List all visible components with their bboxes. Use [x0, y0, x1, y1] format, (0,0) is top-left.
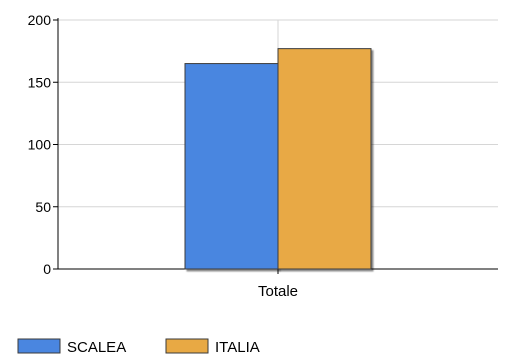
y-tick-label: 150 [28, 74, 52, 90]
legend-swatch-italia [165, 338, 209, 354]
y-tick-label: 100 [28, 137, 52, 153]
y-tick-label: 50 [35, 199, 51, 215]
label-layer: 0 50 100 150 200 Totale [28, 12, 298, 300]
bar-scalea [184, 63, 279, 270]
legend-swatch-scalea [17, 338, 61, 354]
bar-italia [277, 48, 372, 270]
x-tick-label: Totale [258, 283, 298, 300]
legend: SCALEA ITALIA [17, 338, 260, 356]
bar-layer [184, 48, 372, 270]
legend-label-italia: ITALIA [215, 339, 260, 356]
y-tick-label: 0 [43, 261, 51, 277]
y-tick-label: 200 [28, 12, 52, 28]
legend-label-scalea: SCALEA [67, 339, 126, 356]
